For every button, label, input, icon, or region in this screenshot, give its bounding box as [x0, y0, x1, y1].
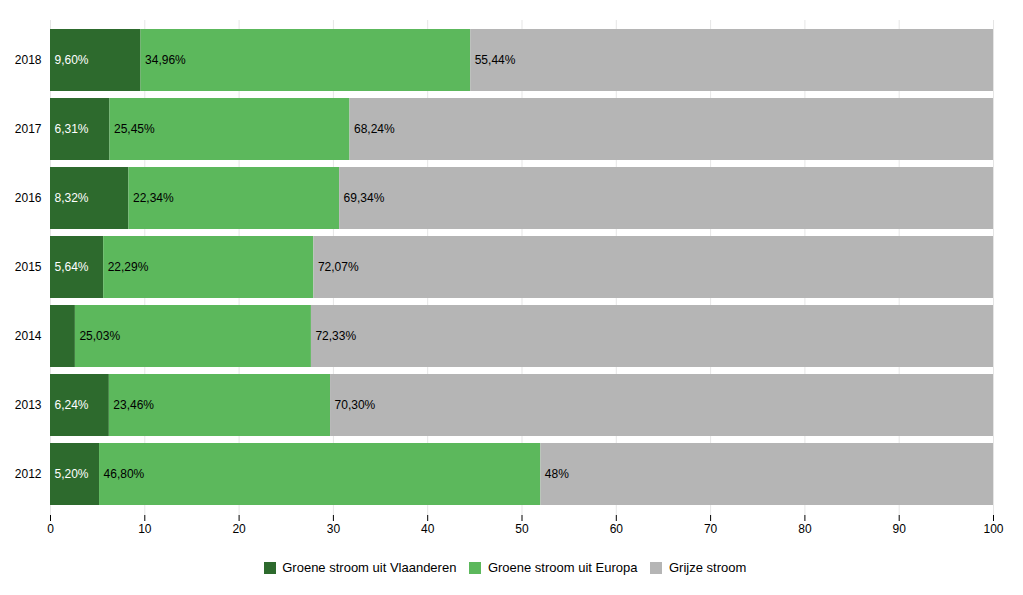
svg-text:70: 70: [704, 522, 718, 536]
svg-text:50: 50: [515, 522, 529, 536]
svg-text:70,30%: 70,30%: [335, 398, 376, 412]
svg-text:5,64%: 5,64%: [55, 260, 89, 274]
svg-text:5,20%: 5,20%: [55, 467, 89, 481]
svg-text:48%: 48%: [545, 467, 569, 481]
svg-text:22,34%: 22,34%: [133, 191, 174, 205]
svg-text:40: 40: [421, 522, 435, 536]
svg-text:2014: 2014: [15, 329, 42, 343]
svg-text:72,07%: 72,07%: [318, 260, 359, 274]
svg-text:46,80%: 46,80%: [104, 467, 145, 481]
svg-text:68,24%: 68,24%: [354, 122, 395, 136]
html-text:Groene stroom uit Europa: Groene stroom uit Europa: [487, 560, 638, 575]
svg-text:25,03%: 25,03%: [79, 329, 120, 343]
svg-text:23,46%: 23,46%: [113, 398, 154, 412]
svg-text:25,45%: 25,45%: [114, 122, 155, 136]
svg-text:72,33%: 72,33%: [315, 329, 356, 343]
svg-text:2013: 2013: [15, 398, 42, 412]
html-text:Groene stroom uit Vlaanderen: Groene stroom uit Vlaanderen: [282, 560, 457, 575]
svg-text:9,60%: 9,60%: [55, 53, 89, 67]
svg-text:8,32%: 8,32%: [55, 191, 89, 205]
svg-text:6,31%: 6,31%: [55, 122, 89, 136]
svg-text:30: 30: [327, 522, 341, 536]
svg-text:60: 60: [610, 522, 624, 536]
svg-text:55,44%: 55,44%: [475, 53, 516, 67]
svg-text:2015: 2015: [15, 260, 42, 274]
svg-text:69,34%: 69,34%: [344, 191, 385, 205]
svg-text:0: 0: [47, 522, 54, 536]
svg-text:2012: 2012: [15, 467, 42, 481]
svg-text:2016: 2016: [15, 191, 42, 205]
svg-text:2017: 2017: [15, 122, 42, 136]
svg-text:80: 80: [798, 522, 812, 536]
svg-text:6,24%: 6,24%: [55, 398, 89, 412]
svg-text:90: 90: [893, 522, 907, 536]
svg-text:22,29%: 22,29%: [108, 260, 149, 274]
html-text:Grijze stroom: Grijze stroom: [669, 560, 747, 575]
svg-text:10: 10: [138, 522, 152, 536]
svg-text:2018: 2018: [15, 53, 42, 67]
svg-text:100: 100: [983, 522, 1003, 536]
svg-text:34,96%: 34,96%: [145, 53, 186, 67]
svg-text:20: 20: [232, 522, 246, 536]
